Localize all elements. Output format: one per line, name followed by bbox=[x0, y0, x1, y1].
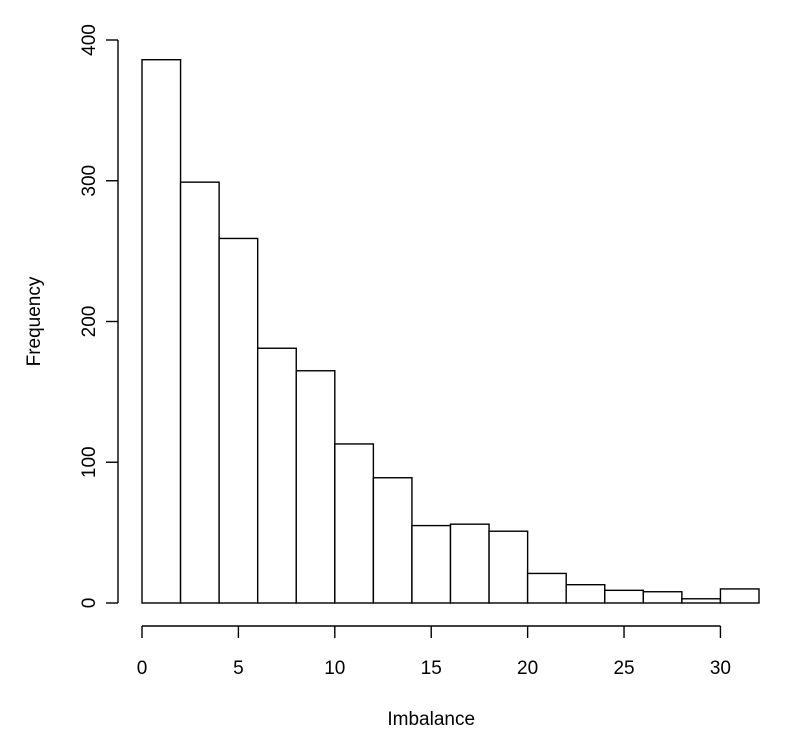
histogram-bar-10 bbox=[526, 572, 567, 604]
histogram-bar-6 bbox=[372, 477, 413, 604]
x-tick-label-3: 15 bbox=[421, 658, 442, 679]
histogram-bar-2 bbox=[218, 237, 259, 604]
histogram-bar-7 bbox=[411, 524, 452, 604]
x-tick-label-1: 5 bbox=[233, 658, 244, 679]
histogram-bar-13 bbox=[642, 591, 683, 604]
y-tick-label-3: 300 bbox=[79, 165, 100, 197]
x-tick-label-0: 0 bbox=[137, 658, 148, 679]
x-tick-label-2: 10 bbox=[324, 658, 345, 679]
y-tick-label-1: 100 bbox=[79, 446, 100, 478]
x-tick-label-5: 25 bbox=[613, 658, 634, 679]
histogram-bar-12 bbox=[604, 589, 645, 604]
histogram-bars bbox=[141, 59, 760, 604]
histogram-bar-15 bbox=[719, 588, 760, 604]
x-tick-label-6: 30 bbox=[710, 658, 731, 679]
histogram-bar-5 bbox=[334, 443, 375, 604]
y-tick-label-4: 400 bbox=[79, 24, 100, 56]
y-tick-label-0: 0 bbox=[79, 598, 100, 609]
histogram-bar-14 bbox=[681, 598, 722, 604]
histogram-bar-0 bbox=[141, 59, 182, 604]
y-axis-label: Frequency bbox=[24, 276, 45, 366]
histogram-bar-3 bbox=[256, 347, 297, 604]
y-tick-label-2: 200 bbox=[79, 306, 100, 338]
x-tick-label-4: 20 bbox=[517, 658, 538, 679]
x-axis-label: Imbalance bbox=[387, 709, 475, 730]
histogram-bar-4 bbox=[295, 370, 336, 604]
histogram-bar-11 bbox=[565, 584, 606, 604]
histogram-bar-1 bbox=[179, 181, 220, 604]
y-axis: 0 100 200 300 400 bbox=[79, 24, 119, 609]
x-axis: 0 5 10 15 20 25 30 bbox=[137, 625, 731, 679]
histogram-bar-9 bbox=[488, 530, 529, 604]
histogram-bar-8 bbox=[449, 523, 490, 604]
